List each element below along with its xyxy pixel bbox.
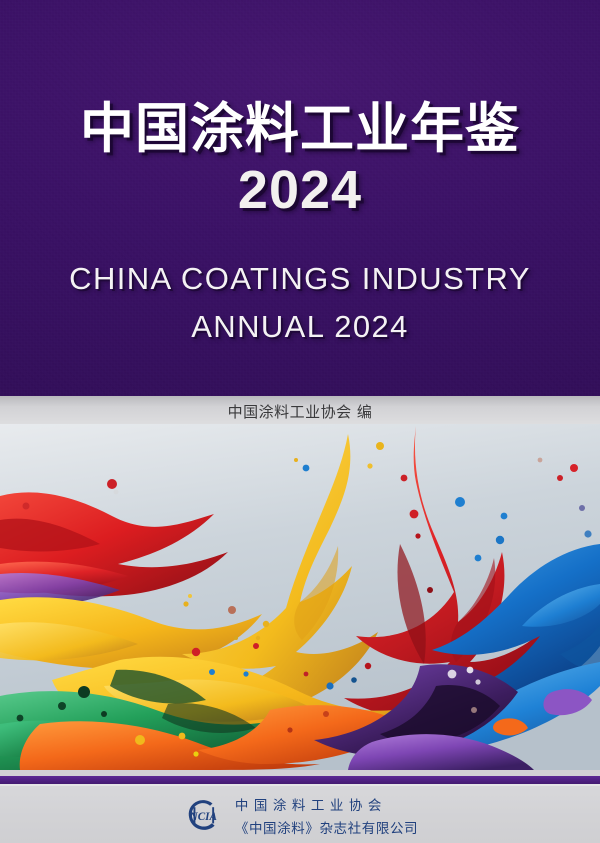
association-name: 中国涂料工业协会 [234,798,387,814]
paint-splash-illustration [0,424,600,770]
title-stack: 中国涂料工业年鉴 2024 CHINA COATINGS INDUSTRY AN… [0,0,600,347]
editor-credit-strip: 中国涂料工业协会 编 [0,396,600,424]
title-header-band: 中国涂料工业年鉴 2024 CHINA COATINGS INDUSTRY AN… [0,0,600,396]
artwork-bottom-gap [0,770,600,776]
paint-splash-artwork [0,424,600,770]
publisher-footer: NCIA 中国涂料工业协会 《中国涂料》杂志社有限公司 [0,786,600,843]
publisher-name: 《中国涂料》杂志社有限公司 [234,821,419,837]
page-title-english-line1: CHINA COATINGS INDUSTRY [69,261,531,297]
page-title-chinese: 中国涂料工业年鉴 [80,97,520,160]
paint-droplets [16,442,592,757]
hairline-divider-rule [0,784,600,786]
page-title-year: 2024 [237,160,363,221]
purple-divider-rule [0,776,600,784]
ncia-logo-icon: NCIA [188,799,217,830]
publisher-text-lines: 中国涂料工业协会 《中国涂料》杂志社有限公司 [235,794,418,837]
page-title-english-line2: ANNUAL 2024 [191,308,409,344]
editor-credit-text: 中国涂料工业协会 编 [227,402,373,421]
svg-text:NCIA: NCIA [188,811,216,823]
publisher-footer-inner: NCIA 中国涂料工业协会 《中国涂料》杂志社有限公司 [182,794,418,837]
